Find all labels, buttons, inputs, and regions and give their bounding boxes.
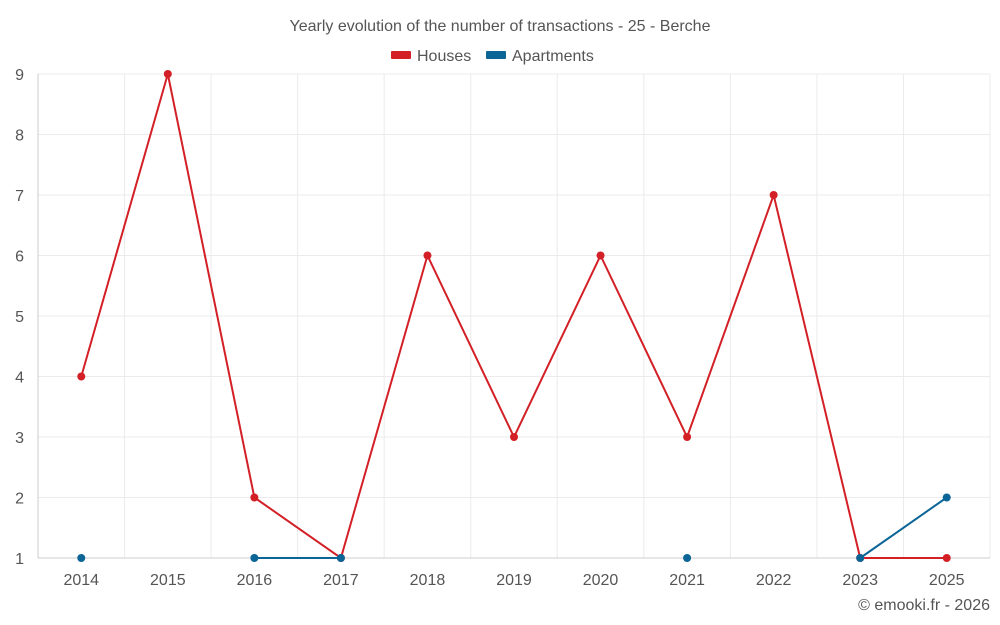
series-apartments — [77, 493, 951, 562]
legend-item-apartments[interactable]: Apartments — [486, 48, 594, 65]
legend-swatch — [486, 51, 506, 59]
y-tick-label: 1 — [15, 551, 24, 568]
y-axis: 1 2 3 4 5 6 7 8 9 — [15, 67, 24, 568]
series-layer — [77, 70, 951, 562]
x-tick-label: 2014 — [63, 572, 99, 589]
x-axis: 2014 2015 2016 2017 2018 2019 2020 2021 2022 2023… — [63, 572, 964, 589]
y-tick-label: 8 — [15, 128, 24, 145]
y-tick-label: 4 — [15, 370, 24, 387]
x-tick-label: 2017 — [323, 572, 359, 589]
houses-point-2019[interactable] — [510, 433, 518, 441]
y-tick-label: 2 — [15, 491, 24, 508]
apartments-point-2014[interactable] — [77, 554, 86, 562]
y-tick-label: 9 — [15, 67, 24, 84]
legend-label: Houses — [417, 48, 471, 65]
legend-label: Apartments — [512, 48, 594, 65]
x-tick-label: 2015 — [150, 572, 186, 589]
y-tick-label: 3 — [15, 430, 24, 447]
apartments-point-2023[interactable] — [856, 554, 865, 562]
x-tick-label: 2023 — [842, 572, 878, 589]
apartments-line — [859, 496, 948, 559]
x-tick-label: 2018 — [410, 572, 446, 589]
apartments-point-2025[interactable] — [942, 493, 951, 502]
houses-point-2014[interactable] — [77, 372, 86, 381]
x-tick-label: 2016 — [237, 572, 273, 589]
grid — [37, 73, 991, 559]
apartments-point-2021[interactable] — [683, 554, 692, 562]
x-tick-label: 2025 — [929, 572, 965, 589]
legend-swatch — [391, 51, 411, 59]
houses-point-2020[interactable] — [596, 251, 605, 260]
houses-point-2025[interactable] — [942, 554, 951, 562]
legend-item-houses[interactable]: Houses — [391, 48, 471, 65]
x-tick-label: 2019 — [496, 572, 532, 589]
x-tick-label: 2022 — [756, 572, 792, 589]
houses-point-2016[interactable] — [250, 493, 259, 502]
houses-point-2021[interactable] — [683, 433, 692, 441]
y-tick-label: 5 — [15, 309, 24, 326]
legend: Houses Apartments — [391, 48, 594, 65]
chart-title: Yearly evolution of the number of transa… — [290, 18, 711, 35]
credit-text: © emooki.fr - 2026 — [858, 597, 990, 614]
apartments-point-2016[interactable] — [250, 554, 259, 562]
x-tick-label: 2020 — [583, 572, 619, 589]
houses-point-2018[interactable] — [423, 251, 432, 260]
x-tick-label: 2021 — [669, 572, 705, 589]
y-tick-label: 7 — [15, 188, 24, 205]
houses-point-2015[interactable] — [163, 70, 172, 78]
y-tick-label: 6 — [15, 249, 24, 266]
houses-point-2022[interactable] — [769, 191, 778, 199]
apartments-point-2017[interactable] — [336, 554, 345, 562]
